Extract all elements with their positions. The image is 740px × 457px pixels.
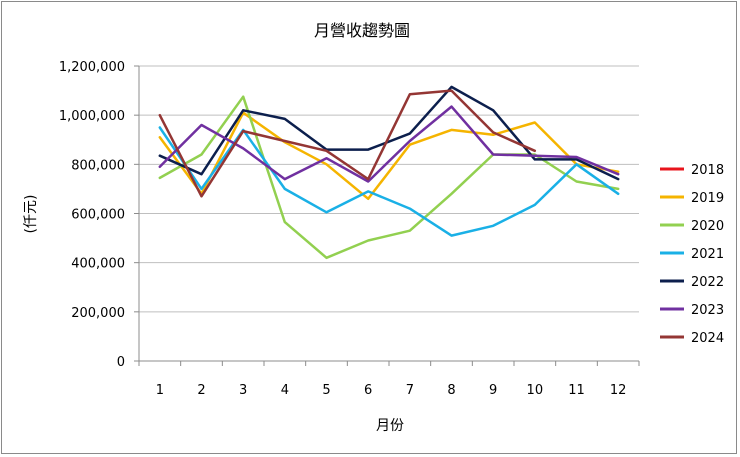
y-tick-labels: 0 200,000 400,000 600,000 800,000 1,000,000 1,… xyxy=(59,60,125,370)
x-tick-label: 3 xyxy=(239,383,247,398)
x-tick-label: 9 xyxy=(489,383,497,398)
y-tick-label: 1,200,000 xyxy=(59,60,125,75)
series-line-2023 xyxy=(158,105,620,183)
legend-label-2018: 2018 xyxy=(691,163,724,178)
y-axis-title: (仟元) xyxy=(23,195,39,234)
x-tick-labels: 1 2 3 4 5 6 7 8 9 10 11 12 xyxy=(156,383,627,398)
y-tick-label: 400,000 xyxy=(71,257,125,272)
y-tick-label: 600,000 xyxy=(71,208,125,223)
y-tick-label: 800,000 xyxy=(71,158,125,173)
legend-label-2019: 2019 xyxy=(691,191,724,206)
x-tick-label: 7 xyxy=(406,383,414,398)
legend: 2018 2019 2020 2021 2022 2023 2024 xyxy=(660,163,724,346)
x-tick-label: 12 xyxy=(610,383,627,398)
y-tick-label: 1,000,000 xyxy=(59,109,125,124)
legend-label-2020: 2020 xyxy=(691,219,724,234)
series-line-2022 xyxy=(158,85,620,181)
x-tick-label: 10 xyxy=(527,383,544,398)
x-tick-label: 6 xyxy=(364,383,372,398)
x-tick-label: 11 xyxy=(568,383,585,398)
x-tick-label: 4 xyxy=(281,383,289,398)
axes xyxy=(138,66,640,366)
gridlines xyxy=(134,65,639,362)
legend-label-2024: 2024 xyxy=(691,331,724,346)
series-line-2020 xyxy=(158,95,620,260)
y-tick-label: 0 xyxy=(117,355,125,370)
x-tick-label: 8 xyxy=(447,383,455,398)
x-tick-label: 2 xyxy=(197,383,205,398)
y-tick-label: 200,000 xyxy=(71,306,125,321)
x-axis-title: 月份 xyxy=(376,418,404,434)
legend-label-2023: 2023 xyxy=(691,303,724,318)
chart-title: 月營收趨勢圖 xyxy=(314,21,410,40)
x-tick-label: 1 xyxy=(156,383,164,398)
series-lines xyxy=(158,85,620,260)
series-line-2024 xyxy=(158,89,537,198)
legend-label-2022: 2022 xyxy=(691,275,724,290)
series-line-2019 xyxy=(158,111,620,201)
x-tick-label: 5 xyxy=(322,383,330,398)
legend-label-2021: 2021 xyxy=(691,247,724,262)
